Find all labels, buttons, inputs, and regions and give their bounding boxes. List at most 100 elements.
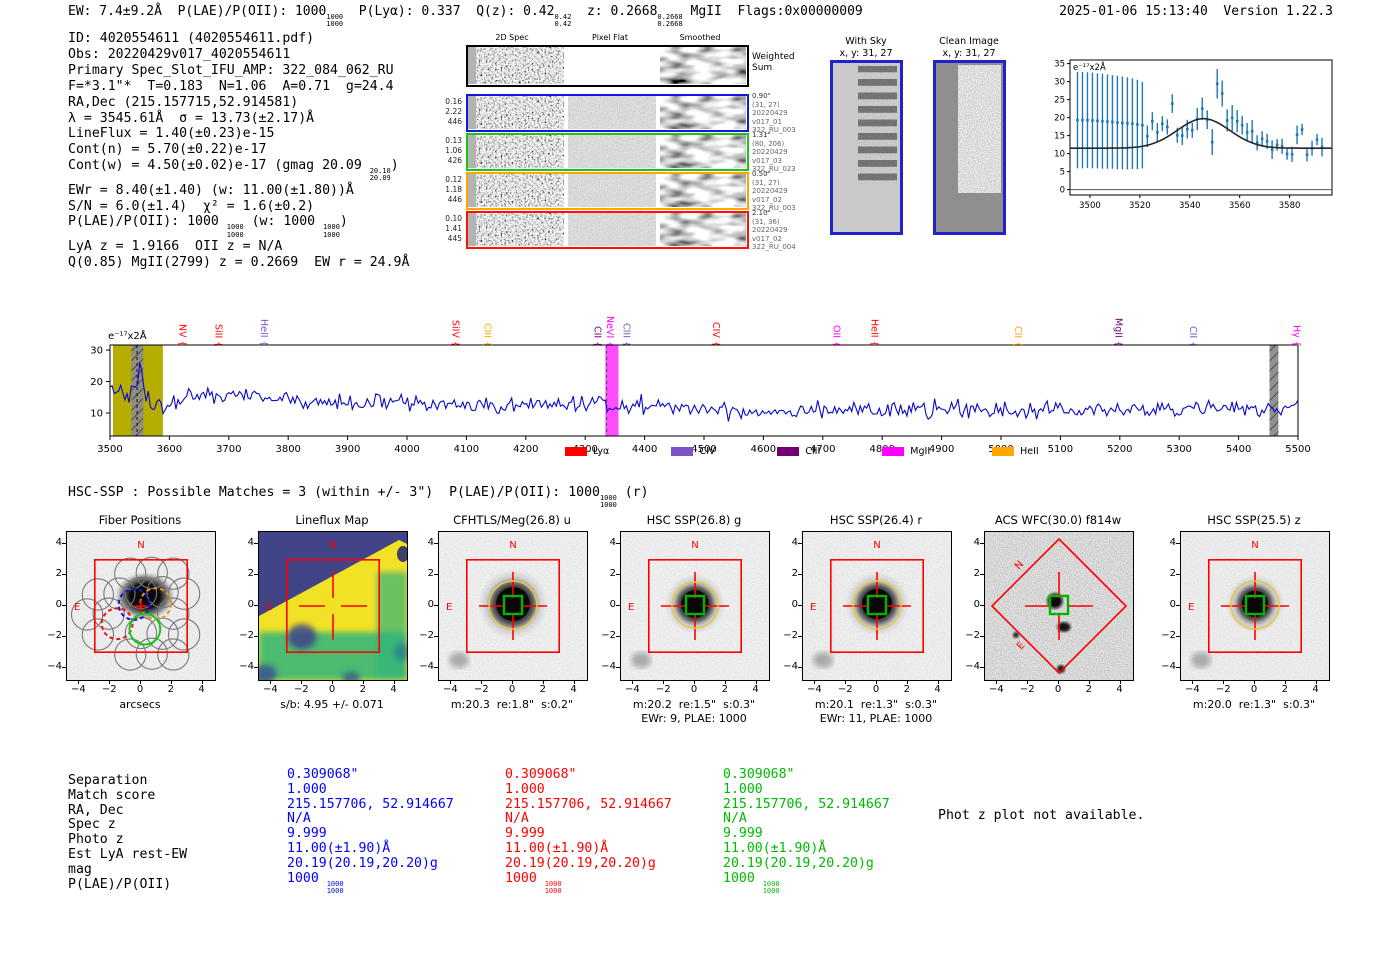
info-line: F=*3.1"* T=0.183 N=1.06 A=0.71 g=24.4 [68,78,394,94]
cutout-xtick-label: 0 [508,684,516,695]
cutout-ytick-label: −2 [965,629,980,641]
photz-note: Phot z plot not available. [938,808,1145,823]
cutout-ytick-label: −2 [239,629,254,641]
cutout-caption: m:20.0 re:1.3" s:0.3" [1192,698,1316,711]
cutout-xtick-label: −2 [101,684,117,695]
data-point [1275,143,1279,147]
data-point [1265,140,1269,143]
cutout-svg: NE [253,532,410,685]
dark-spot [253,664,277,684]
x-tick-label: 4600 [751,444,776,453]
data-point [1141,123,1144,127]
fraction-top: 0.2668 [657,13,683,21]
cutout-xtick [542,680,544,684]
spec2d-row-strip [468,135,749,168]
cutout-xtick-label: 0 [328,684,336,695]
fraction-bottom: 1000 [599,501,617,510]
cutout-xtick-label: −4 [807,684,822,695]
data-point [1230,116,1234,120]
x-tick-label: 3600 [157,444,182,453]
info-line: LineFlux = 1.40(±0.23)e-15 [68,126,275,142]
stacked-fraction: 1000 1000 [326,13,343,28]
strip-margin [468,96,476,129]
meta-line: (31, 27) [752,100,780,109]
fraction-bottom: 1000 [326,886,344,895]
line-marker-text: HeII { [868,319,880,347]
fraction-bottom: 1000 [226,230,244,239]
strip-smoothed [660,174,749,207]
fraction-top: 20.10 [369,167,391,176]
x-tick-label: 4200 [513,444,538,453]
cutout-ytick-label: 4 [247,537,254,549]
weight-value: 0.12 [445,175,462,184]
meta-line: 322_RU_003 [752,126,796,135]
cutout-xtick [332,680,333,684]
meta-line: v017_01 [752,117,782,126]
east-label: E [810,602,816,613]
data-point [1240,123,1244,127]
fraction-top: 1000 [599,494,617,502]
cutout-ytick-label: 4 [791,537,798,549]
cutout-xtick [814,680,816,684]
data-point [1161,122,1164,126]
faint-smudge [813,652,833,668]
y-tick-label: 25 [1054,96,1065,106]
data-point [1210,140,1214,144]
strip-margin [468,135,476,168]
spec2d-row-meta: 2.10" (31, 36) 20220429 v017_02 322_RU_004 [752,209,822,252]
strip-2dspec-noise [476,213,564,246]
match-value: 215.157706, 52.914667 [505,796,672,812]
legend-item-lyα: Lyα [565,446,609,457]
stacked-fraction: 20.10 20.09 [369,167,391,183]
cutout-svg: NE [985,532,1133,680]
cutout-svg: NE [621,532,769,680]
match-table-row-labels: Separation Match score RA, Dec Spec z Photo … [68,773,187,892]
cutout-xtick-label: −4 [263,684,278,695]
east-label: E [446,602,452,613]
line-marker-siiv: SiIV { [448,297,462,347]
hsc-matches-line: HSC-SSP : Possible Matches = 3 (within +… [68,485,649,510]
line-marker-siii: SiII { [211,297,225,347]
east-label: E [266,602,272,613]
cutout-svg: NE [67,532,215,680]
line-marker-cii: CII { [590,297,604,347]
spectrum-frame [109,344,1299,437]
info-line: EWr = 8.40(±1.40) (w: 11.00(±1.80))Å [68,182,354,198]
meta-line: 20220429 [752,226,788,235]
cutout-ytick-label: 2 [247,568,254,580]
cutout-ytick [980,574,984,576]
data-point [1200,107,1204,110]
meta-line: 0.90" [752,92,771,100]
data-point [1215,82,1219,86]
cutout-ytick [434,605,438,606]
match-value: 1.000 [505,781,545,797]
data-point [1091,119,1094,122]
match-value: 215.157706, 52.914667 [723,796,890,812]
match-value: 0.309068" [505,767,577,782]
fiber-circle [81,618,115,651]
highlight-band [605,345,619,436]
stacked-fraction: 0.2668 0.2668 [657,13,683,28]
spec2d-row-weights: 0.13 1.06 426 [438,136,462,166]
strip-smoothed [660,213,749,246]
info-line: ID: 4020554611 (4020554611.pdf) [68,31,315,46]
data-point [1260,137,1264,141]
photometry-circle [671,581,719,629]
cutout-ytick-label: 2 [55,568,62,580]
cutout-xtick-label: −4 [625,684,640,695]
strip-pixelflat [568,96,656,129]
y-tick-label: 20 [90,377,103,388]
fiber-circle [92,597,125,630]
line-marker-text: CIV { [709,322,721,347]
withsky-texture [833,63,900,232]
cutout-ytick-label: −2 [601,629,616,641]
line-marker-hγ: Hγ { [1289,297,1303,347]
fraction-bottom: 1000 [762,886,780,895]
strip-pixelflat [568,135,656,168]
cutout-xtick [1254,680,1255,684]
east-label: E [74,602,80,613]
aperture-square [93,558,189,654]
line-marker-text: SiIV { [449,319,461,347]
cutout-xtick [1119,680,1121,684]
meta-line: 0.50" [752,170,771,178]
